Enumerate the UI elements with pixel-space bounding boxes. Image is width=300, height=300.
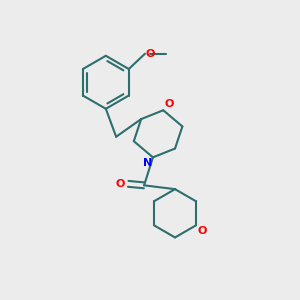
Text: N: N bbox=[143, 158, 152, 168]
Text: O: O bbox=[115, 179, 124, 189]
Text: O: O bbox=[197, 226, 206, 236]
Text: O: O bbox=[146, 49, 155, 59]
Text: O: O bbox=[164, 99, 173, 110]
